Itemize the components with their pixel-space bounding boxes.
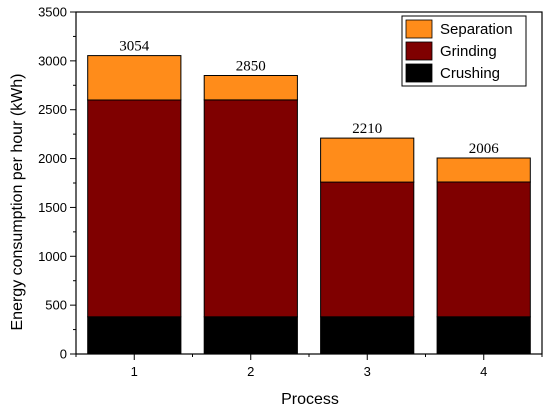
y-tick-label-3500: 3500	[38, 5, 67, 20]
bars-layer	[87, 55, 531, 355]
bar-segment-crushing-2	[203, 316, 298, 355]
x-tick-label-2: 2	[247, 364, 254, 379]
legend-swatch-separation	[405, 19, 433, 39]
bar-segment-separation-3	[320, 137, 415, 183]
x-tick-label-1: 1	[131, 364, 138, 379]
bar-segment-separation-2	[203, 75, 298, 101]
x-tick-label-4: 4	[480, 364, 487, 379]
bar-segment-separation-4	[436, 157, 531, 183]
legend-swatch-grinding	[405, 41, 433, 61]
bar-segment-grinding-1	[87, 99, 182, 318]
y-axis-label: Energy consumption per hour (kWh)	[9, 74, 26, 331]
bar-segment-crushing-4	[436, 316, 531, 355]
y-tick-label-1000: 1000	[38, 249, 67, 264]
x-axis-label: Process	[281, 391, 339, 408]
bar-segment-separation-1	[87, 55, 182, 101]
bar-segment-grinding-2	[203, 99, 298, 318]
total-label-3: 2210	[352, 121, 382, 137]
legend-label-crushing: Crushing	[440, 65, 500, 82]
total-label-2: 2850	[236, 59, 266, 75]
bar-segment-crushing-1	[87, 316, 182, 355]
bar-segment-crushing-3	[320, 316, 415, 355]
legend: Separation Grinding Crushing	[401, 15, 527, 87]
axes-layer: 0 500 1000 1500 2000 2500 3000 3500 1 2 3 4	[38, 5, 543, 379]
total-label-4: 2006	[469, 141, 500, 157]
y-tick-label-3000: 3000	[38, 53, 67, 68]
y-tick-label-500: 500	[45, 298, 67, 313]
bar-segment-grinding-3	[320, 181, 415, 318]
x-tick-label-3: 3	[364, 364, 371, 379]
y-tick-label-1500: 1500	[38, 200, 67, 215]
labels-layer: 3054 2850 2210 2006	[119, 39, 499, 157]
y-tick-label-2000: 2000	[38, 151, 67, 166]
legend-label-grinding: Grinding	[440, 43, 497, 60]
y-tick-label-2500: 2500	[38, 102, 67, 117]
total-label-1: 3054	[119, 39, 150, 55]
legend-label-separation: Separation	[440, 21, 513, 38]
y-tick-label-0: 0	[60, 347, 67, 362]
bar-segment-grinding-4	[436, 181, 531, 318]
legend-swatch-crushing	[405, 63, 433, 83]
